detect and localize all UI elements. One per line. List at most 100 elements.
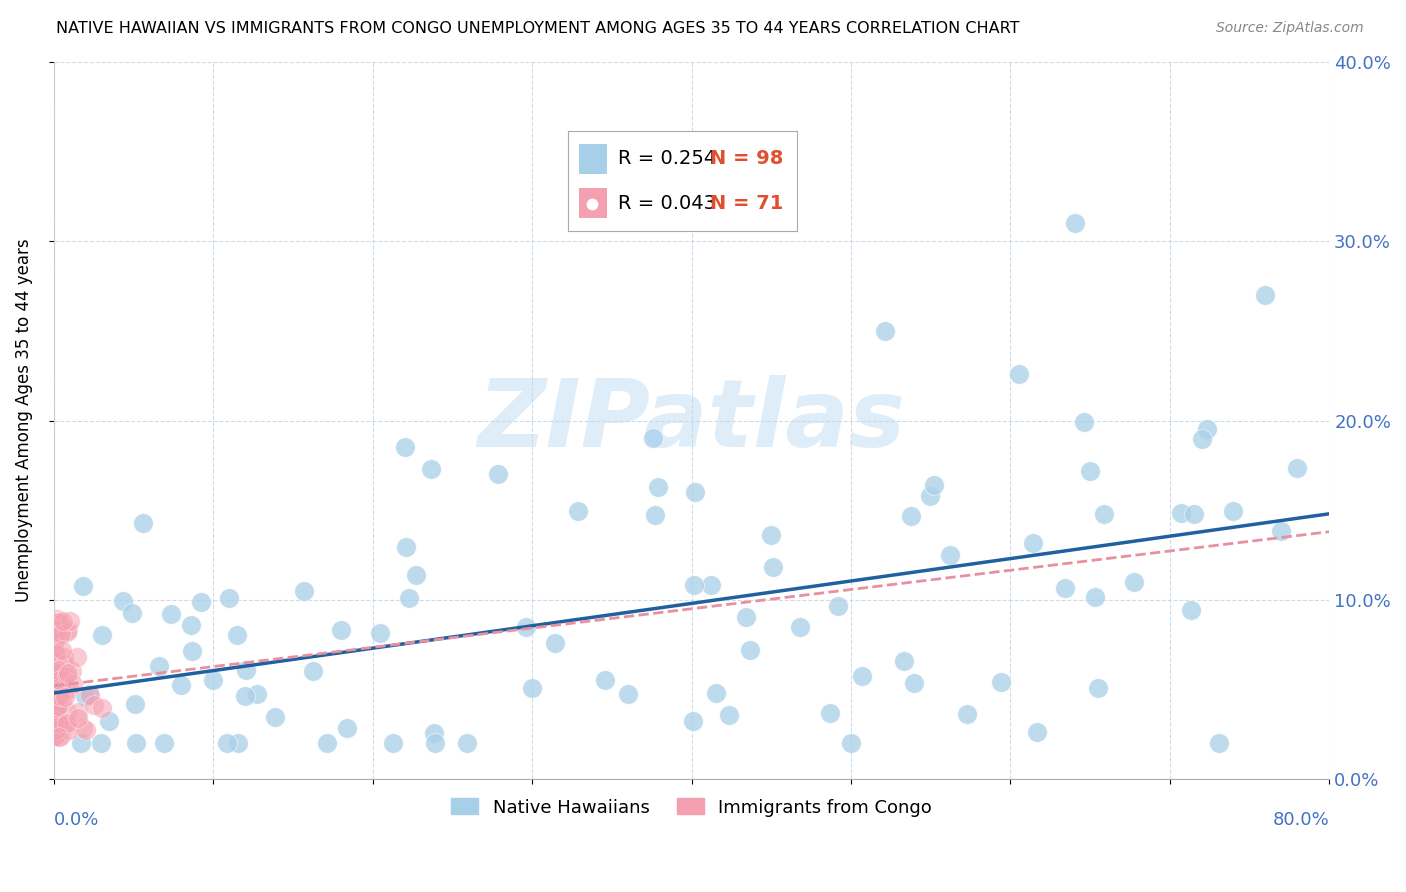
Point <box>55 716 77 731</box>
Point <box>1286 461 1309 475</box>
Point <box>112 594 135 608</box>
Point <box>851 669 873 683</box>
Point <box>51 715 73 730</box>
Point <box>456 736 478 750</box>
Point <box>789 620 811 634</box>
Point <box>423 726 446 740</box>
Point <box>226 736 249 750</box>
Point <box>45 729 67 743</box>
Point <box>79 689 101 703</box>
Point <box>515 620 537 634</box>
Point <box>1092 507 1115 521</box>
Point <box>58 624 80 638</box>
Point <box>51 696 73 710</box>
Point <box>148 658 170 673</box>
Point <box>839 736 862 750</box>
Point <box>544 636 567 650</box>
Point <box>131 516 153 530</box>
Text: N = 98: N = 98 <box>710 149 783 168</box>
Point <box>72 579 94 593</box>
Point <box>225 628 247 642</box>
Point <box>125 736 148 750</box>
Point <box>1087 681 1109 695</box>
Point <box>44 665 66 679</box>
Point <box>60 665 83 679</box>
Point <box>643 432 665 446</box>
Point <box>1064 216 1087 230</box>
Point <box>419 462 441 476</box>
Point <box>83 698 105 712</box>
Point <box>202 673 225 688</box>
Point <box>180 618 202 632</box>
Point <box>46 700 69 714</box>
Point <box>48 716 70 731</box>
Point <box>762 559 785 574</box>
Point <box>90 736 112 750</box>
Point <box>55 682 77 697</box>
FancyBboxPatch shape <box>579 144 607 174</box>
Point <box>717 708 740 723</box>
Point <box>488 467 510 482</box>
Point <box>44 666 66 681</box>
Point <box>48 701 70 715</box>
Point <box>593 673 616 688</box>
Point <box>49 627 72 641</box>
Point <box>73 690 96 704</box>
Point <box>66 711 89 725</box>
Point <box>1025 725 1047 739</box>
Text: 0.0%: 0.0% <box>53 812 100 830</box>
Point <box>51 729 73 743</box>
Point <box>55 717 77 731</box>
Point <box>336 721 359 735</box>
Point <box>45 628 67 642</box>
Point <box>56 705 79 719</box>
Point <box>682 714 704 728</box>
Point <box>45 723 67 737</box>
Point <box>616 687 638 701</box>
Point <box>75 723 97 738</box>
Point <box>45 647 67 661</box>
Point <box>46 714 69 728</box>
Point <box>264 710 287 724</box>
Point <box>44 729 66 743</box>
Point <box>51 643 73 657</box>
Point <box>875 324 897 338</box>
Point <box>59 614 82 628</box>
Point <box>1053 581 1076 595</box>
Point <box>124 697 146 711</box>
Point <box>1180 603 1202 617</box>
Point <box>1084 590 1107 604</box>
Point <box>53 673 76 688</box>
Point <box>218 591 240 605</box>
Point <box>567 504 589 518</box>
Point <box>44 672 66 686</box>
Point <box>45 653 67 667</box>
Point <box>381 736 404 750</box>
Point <box>153 736 176 750</box>
Point <box>44 633 66 648</box>
Point <box>405 567 427 582</box>
Point <box>893 654 915 668</box>
Point <box>53 650 76 665</box>
Text: NATIVE HAWAIIAN VS IMMIGRANTS FROM CONGO UNEMPLOYMENT AMONG AGES 35 TO 44 YEARS : NATIVE HAWAIIAN VS IMMIGRANTS FROM CONGO… <box>56 21 1019 36</box>
Point <box>46 698 69 713</box>
Point <box>170 678 193 692</box>
Point <box>1078 464 1101 478</box>
Point <box>1208 736 1230 750</box>
Point <box>46 661 69 675</box>
Point <box>235 663 257 677</box>
Point <box>52 718 75 732</box>
Point <box>52 614 75 628</box>
Point <box>1073 415 1095 429</box>
Point <box>53 657 76 671</box>
Point <box>990 674 1012 689</box>
Point <box>159 607 181 621</box>
Legend: Native Hawaiians, Immigrants from Congo: Native Hawaiians, Immigrants from Congo <box>444 791 939 824</box>
Point <box>48 615 70 629</box>
Point <box>1191 432 1213 446</box>
Point <box>1254 288 1277 302</box>
Point <box>294 584 316 599</box>
Point <box>69 736 91 750</box>
Point <box>368 626 391 640</box>
Point <box>1170 506 1192 520</box>
